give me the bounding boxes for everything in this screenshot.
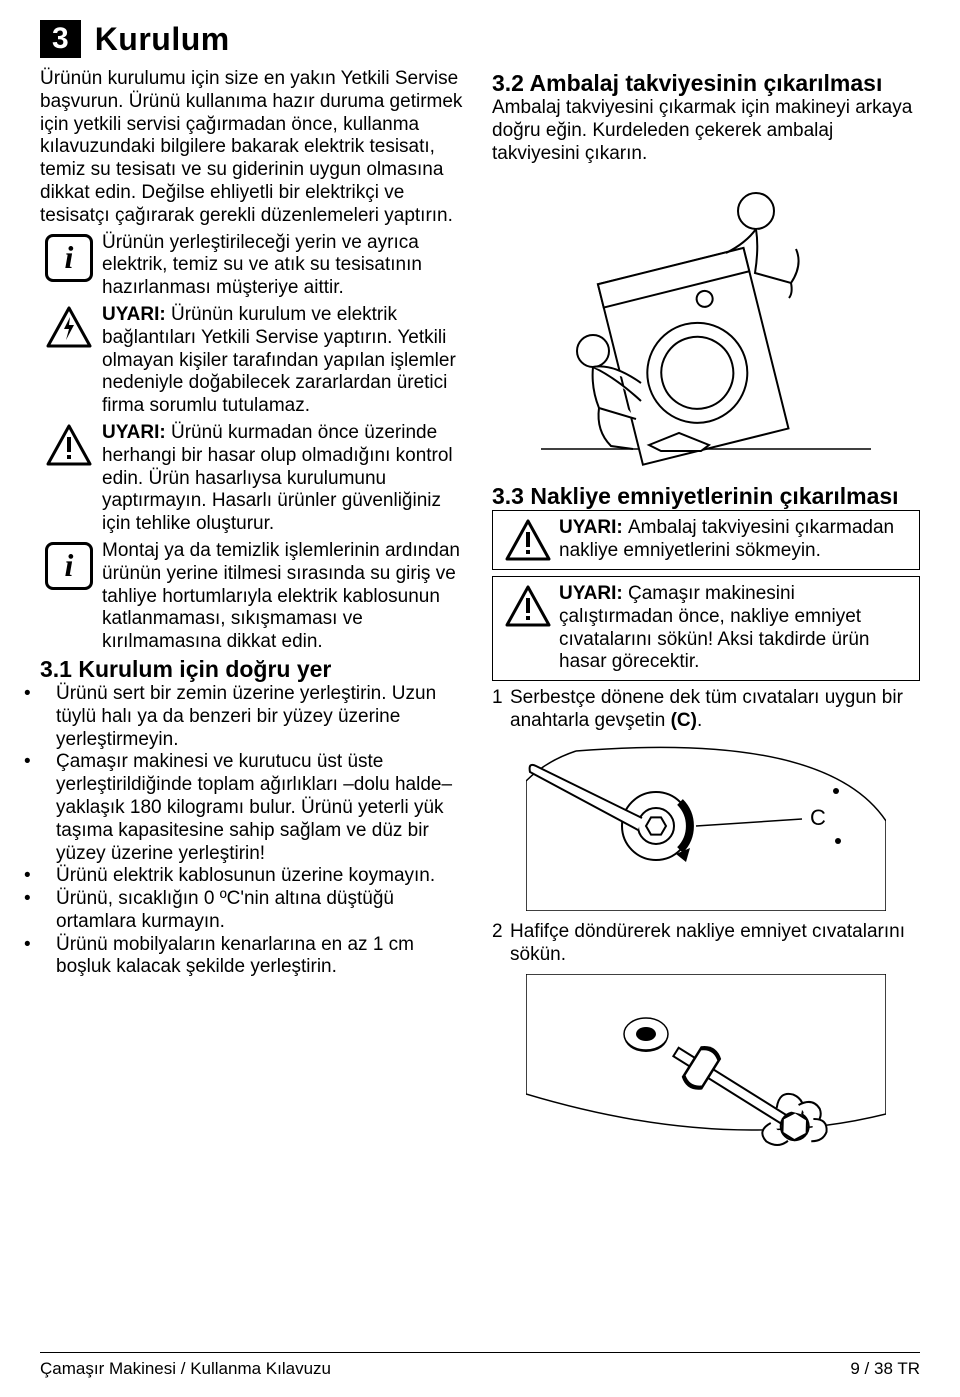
warning-box-1: UYARI: Ambalaj takviyesini çıkarmadan na… <box>492 510 920 570</box>
list-item: Ürünü elektrik kablosunun üzerine koymay… <box>40 865 468 888</box>
info-icon: i <box>45 542 93 590</box>
section-3-3-title: 3.3 Nakliye emniyetlerinin çıkarılması <box>492 483 920 510</box>
note-text: UYARI: Ürünü kurmadan önce üzerinde herh… <box>98 422 468 536</box>
info-icon: i <box>45 234 93 282</box>
section-3-1-list: Ürünü sert bir zemin üzerine yerleştirin… <box>40 683 468 979</box>
chapter-number: 3 <box>40 20 81 58</box>
list-item: Ürünü mobilyaların kenarlarına en az 1 c… <box>40 934 468 980</box>
footer-right: 9 / 38 TR <box>850 1359 920 1379</box>
list-item: Çamaşır makinesi ve kurutucu üst üste ye… <box>40 751 468 865</box>
page-footer: Çamaşır Makinesi / Kullanma Kılavuzu 9 /… <box>40 1352 920 1379</box>
note-info-1: i Ürünün yerleştirileceği yerin ve ayrıc… <box>40 232 468 300</box>
intro-paragraph: Ürünün kurulumu için size en yakın Yetki… <box>40 68 468 228</box>
right-column: 3.2 Ambalaj takviyesinin çıkarılması Amb… <box>492 68 920 1194</box>
note-shock: UYARI: Ürünün kurulum ve elektrik bağlan… <box>40 304 468 418</box>
shock-icon <box>46 306 92 348</box>
chapter-title: Kurulum <box>95 21 230 58</box>
left-column: Ürünün kurulumu için size en yakın Yetki… <box>40 68 468 1194</box>
list-item: Ürünü sert bir zemin üzerine yerleştirin… <box>40 683 468 751</box>
warning-icon <box>505 519 551 561</box>
figure-tilting <box>492 173 920 473</box>
figure-wrench: C <box>492 741 920 911</box>
figure-bolt-remove <box>492 974 920 1184</box>
warning-icon <box>505 585 551 627</box>
note-text: Montaj ya da temizlik işlemlerinin ardın… <box>98 540 468 654</box>
list-item: Ürünü, sıcaklığın 0 ºC'nin altına düştüğ… <box>40 888 468 934</box>
warning-box-2: UYARI: Çamaşır makinesini çalıştırmadan … <box>492 576 920 681</box>
step-1: 1 Serbestçe dönene dek tüm cıvataları uy… <box>492 687 920 733</box>
warning-icon <box>46 424 92 466</box>
note-text: UYARI: Ürünün kurulum ve elektrik bağlan… <box>98 304 468 418</box>
note-warn: UYARI: Ürünü kurmadan önce üzerinde herh… <box>40 422 468 536</box>
warning-text: UYARI: Çamaşır makinesini çalıştırmadan … <box>555 583 911 674</box>
step-2: 2 Hafifçe döndürerek nakliye emniyet cıv… <box>492 921 920 967</box>
note-text: Ürünün yerleştirileceği yerin ve ayrıca … <box>98 232 468 300</box>
note-info-2: i Montaj ya da temizlik işlemlerinin ard… <box>40 540 468 654</box>
section-3-2-title: 3.2 Ambalaj takviyesinin çıkarılması <box>492 70 920 97</box>
section-3-1-title: 3.1 Kurulum için doğru yer <box>40 656 468 683</box>
footer-left: Çamaşır Makinesi / Kullanma Kılavuzu <box>40 1359 331 1379</box>
warning-text: UYARI: Ambalaj takviyesini çıkarmadan na… <box>555 517 911 563</box>
section-3-2-text: Ambalaj takviyesini çıkarmak için makine… <box>492 97 920 165</box>
label-c: C <box>810 805 826 830</box>
